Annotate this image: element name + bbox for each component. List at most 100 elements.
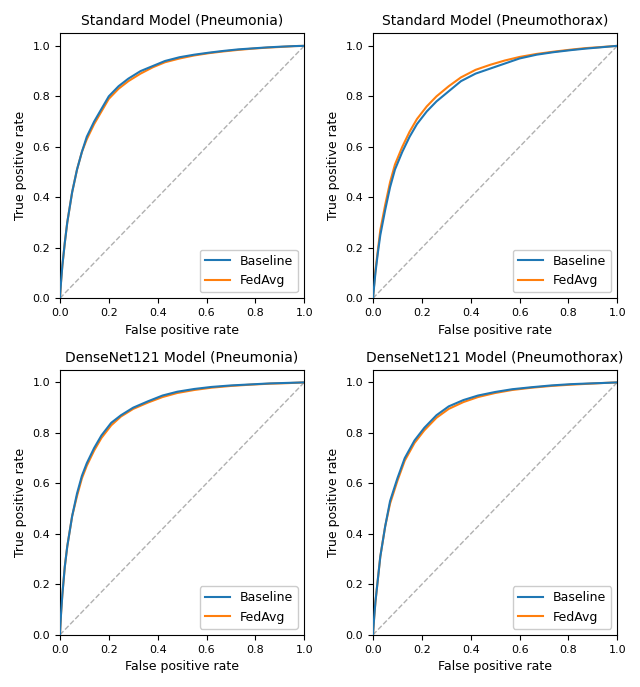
FedAvg [472, 66, 479, 74]
FedAvg [129, 405, 137, 413]
FedAvg [300, 42, 308, 50]
FedAvg [78, 474, 86, 482]
FedAvg [159, 393, 166, 401]
Baseline [372, 269, 380, 277]
FedAvg [582, 44, 589, 52]
FedAvg [550, 47, 557, 56]
Baseline [386, 497, 394, 505]
FedAvg [445, 405, 452, 413]
FedAvg [105, 95, 113, 103]
FedAvg [374, 575, 381, 583]
Baseline [472, 69, 479, 78]
FedAvg [83, 462, 91, 470]
Baseline [423, 107, 431, 115]
FedAvg [411, 439, 419, 447]
Baseline [266, 379, 274, 387]
FedAvg [386, 178, 394, 186]
FedAvg [399, 143, 406, 151]
Baseline [550, 48, 557, 56]
Baseline [457, 77, 465, 85]
FedAvg [98, 107, 106, 115]
FedAvg [264, 43, 271, 52]
FedAvg [266, 379, 274, 387]
Baseline [369, 631, 377, 639]
Baseline [61, 563, 68, 571]
FedAvg [58, 590, 66, 598]
Baseline [117, 411, 125, 419]
FedAvg [291, 42, 298, 50]
Baseline [401, 454, 408, 462]
Baseline [614, 42, 621, 50]
FedAvg [369, 631, 377, 639]
FedAvg [371, 613, 378, 621]
FedAvg [528, 383, 536, 392]
Baseline [220, 47, 227, 55]
Baseline [567, 46, 575, 54]
Baseline [614, 379, 621, 387]
Baseline [125, 74, 132, 82]
Baseline [486, 65, 494, 73]
FedAvg [614, 42, 621, 50]
Baseline [63, 542, 71, 550]
Baseline [376, 231, 384, 239]
Baseline [420, 424, 428, 432]
Baseline [433, 98, 440, 106]
Line: Baseline: Baseline [60, 383, 304, 635]
Baseline [596, 43, 604, 52]
Baseline [567, 380, 575, 388]
Baseline [56, 294, 64, 302]
Baseline [161, 57, 169, 65]
Baseline [376, 552, 384, 561]
Baseline [205, 49, 212, 57]
FedAvg [176, 54, 184, 63]
Baseline [433, 411, 440, 419]
Baseline [191, 385, 198, 393]
FedAvg [115, 85, 122, 93]
Legend: Baseline, FedAvg: Baseline, FedAvg [200, 250, 298, 292]
Baseline [374, 249, 381, 257]
Baseline [249, 44, 257, 52]
X-axis label: False positive rate: False positive rate [438, 324, 552, 337]
FedAvg [533, 49, 541, 58]
Y-axis label: True positive rate: True positive rate [14, 448, 27, 557]
Baseline [149, 62, 157, 70]
Baseline [501, 59, 509, 67]
FedAvg [90, 447, 98, 455]
FedAvg [191, 52, 198, 60]
Baseline [207, 383, 215, 391]
FedAvg [370, 288, 378, 296]
Baseline [246, 381, 254, 389]
Baseline [56, 631, 64, 639]
FedAvg [173, 389, 181, 397]
Baseline [445, 403, 452, 411]
Baseline [68, 512, 76, 520]
Baseline [58, 276, 65, 284]
Baseline [58, 261, 66, 269]
Baseline [371, 613, 378, 621]
FedAvg [413, 115, 420, 123]
FedAvg [370, 623, 378, 631]
X-axis label: False positive rate: False positive rate [125, 324, 239, 337]
Line: Baseline: Baseline [60, 46, 304, 298]
FedAvg [474, 393, 482, 401]
FedAvg [58, 608, 65, 616]
FedAvg [394, 477, 401, 485]
FedAvg [125, 77, 132, 85]
Baseline [90, 444, 98, 452]
FedAvg [433, 414, 440, 422]
FedAvg [56, 286, 64, 295]
FedAvg [90, 120, 98, 128]
Baseline [406, 133, 413, 141]
FedAvg [58, 261, 66, 269]
Baseline [137, 67, 145, 75]
Baseline [68, 188, 76, 196]
FedAvg [61, 238, 68, 247]
FedAvg [300, 379, 308, 387]
Baseline [381, 522, 389, 530]
FedAvg [486, 60, 494, 69]
Baseline [264, 43, 271, 52]
FedAvg [596, 43, 604, 52]
Y-axis label: True positive rate: True positive rate [327, 448, 340, 557]
FedAvg [516, 53, 524, 61]
Baseline [370, 289, 378, 297]
